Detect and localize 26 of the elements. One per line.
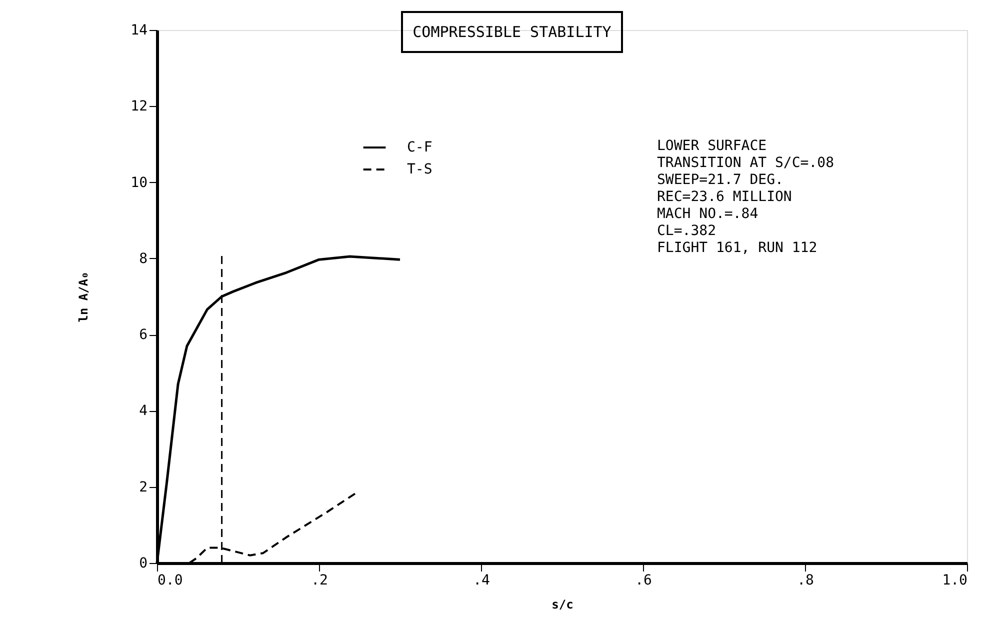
y-axis-title: ln A/A₀ [76,272,91,322]
annotation: REC=23.6 MILLION [657,189,792,205]
annotation: LOWER SURFACE [657,138,767,154]
y-tick-label: 4 [139,403,148,420]
annotation: MACH NO.=.84 [657,206,758,222]
legend-label: C-F [407,140,432,156]
x-tick-label: 1.0 [942,572,968,588]
y-tick-label: 14 [130,22,148,38]
y-tick-label: 10 [130,174,148,191]
chart-title: COMPRESSIBLE STABILITY [412,23,612,41]
legend-label: T-S [407,162,432,178]
x-tick-label: .2 [311,572,328,588]
x-tick-label: .4 [473,572,490,588]
x-axis-title: s/c [552,598,574,612]
annotation: SWEEP=21.7 DEG. [657,172,784,188]
x-tick-label: .6 [635,572,652,588]
y-tick-label: 8 [139,250,148,267]
x-tick-label: .8 [797,572,814,588]
y-tick-label: 12 [130,98,148,115]
y-tick-label: 2 [139,479,148,496]
y-tick-label: 6 [139,327,148,344]
y-tick-label: 0 [139,556,148,572]
x-tick-label: 0.0 [158,572,183,588]
annotation: TRANSITION AT S/C=.08 [657,155,834,171]
annotation: FLIGHT 161, RUN 112 [657,240,818,256]
annotation: CL=.382 [657,223,716,239]
